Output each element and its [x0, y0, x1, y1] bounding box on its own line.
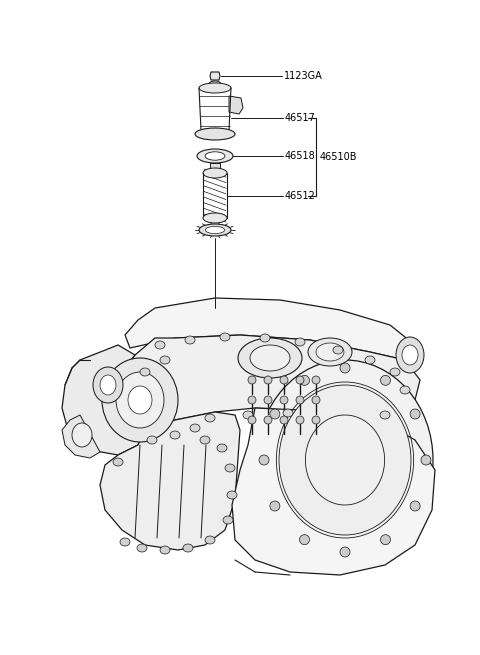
Ellipse shape	[380, 411, 390, 419]
Ellipse shape	[410, 501, 420, 511]
Ellipse shape	[147, 436, 157, 444]
Ellipse shape	[300, 534, 310, 545]
Polygon shape	[62, 345, 145, 455]
Ellipse shape	[305, 415, 384, 505]
Ellipse shape	[160, 356, 170, 364]
Ellipse shape	[238, 338, 302, 378]
Ellipse shape	[190, 424, 200, 432]
Ellipse shape	[203, 213, 227, 223]
Ellipse shape	[312, 416, 320, 424]
Ellipse shape	[160, 546, 170, 554]
Ellipse shape	[280, 416, 288, 424]
Ellipse shape	[270, 409, 280, 419]
Ellipse shape	[270, 501, 280, 511]
Ellipse shape	[296, 376, 304, 384]
Ellipse shape	[402, 345, 418, 365]
Ellipse shape	[220, 333, 230, 341]
Ellipse shape	[381, 375, 391, 385]
Ellipse shape	[223, 516, 233, 524]
Text: 46518: 46518	[285, 151, 316, 161]
Ellipse shape	[264, 376, 272, 384]
Ellipse shape	[340, 547, 350, 557]
Ellipse shape	[248, 416, 256, 424]
Ellipse shape	[283, 409, 293, 417]
Ellipse shape	[248, 396, 256, 404]
Ellipse shape	[296, 396, 304, 404]
Polygon shape	[210, 72, 220, 80]
Ellipse shape	[264, 416, 272, 424]
Ellipse shape	[120, 538, 130, 546]
Ellipse shape	[197, 149, 233, 163]
Ellipse shape	[390, 368, 400, 376]
Text: 46512: 46512	[285, 191, 316, 201]
Ellipse shape	[279, 385, 411, 535]
Ellipse shape	[170, 431, 180, 439]
Ellipse shape	[243, 411, 253, 419]
Ellipse shape	[280, 396, 288, 404]
Ellipse shape	[155, 341, 165, 349]
Ellipse shape	[205, 536, 215, 544]
Ellipse shape	[280, 376, 288, 384]
Ellipse shape	[199, 224, 231, 236]
Polygon shape	[229, 96, 243, 114]
Bar	[210, 163, 220, 173]
Ellipse shape	[205, 227, 225, 234]
Polygon shape	[110, 335, 420, 430]
Polygon shape	[100, 412, 240, 550]
Polygon shape	[125, 298, 415, 360]
Text: 46510B: 46510B	[320, 152, 358, 162]
Ellipse shape	[296, 416, 304, 424]
Ellipse shape	[260, 334, 270, 342]
Text: 1123GA: 1123GA	[284, 71, 323, 81]
Ellipse shape	[381, 534, 391, 545]
Ellipse shape	[365, 356, 375, 364]
Ellipse shape	[400, 386, 410, 394]
Ellipse shape	[200, 436, 210, 444]
Ellipse shape	[93, 367, 123, 403]
Ellipse shape	[396, 337, 424, 373]
Ellipse shape	[227, 491, 237, 499]
Ellipse shape	[248, 376, 256, 384]
Ellipse shape	[183, 544, 193, 552]
Ellipse shape	[203, 168, 227, 178]
Text: 46517: 46517	[285, 113, 316, 123]
Ellipse shape	[264, 396, 272, 404]
Ellipse shape	[312, 396, 320, 404]
Ellipse shape	[410, 409, 420, 419]
Ellipse shape	[259, 455, 269, 465]
Polygon shape	[232, 408, 435, 575]
Ellipse shape	[300, 375, 310, 385]
Ellipse shape	[340, 363, 350, 373]
Ellipse shape	[205, 414, 215, 422]
Ellipse shape	[113, 458, 123, 466]
Ellipse shape	[308, 338, 352, 366]
Ellipse shape	[295, 338, 305, 346]
Ellipse shape	[257, 360, 433, 560]
Ellipse shape	[205, 152, 225, 160]
Ellipse shape	[137, 544, 147, 552]
Ellipse shape	[116, 372, 164, 428]
Ellipse shape	[333, 346, 343, 354]
Ellipse shape	[312, 376, 320, 384]
Ellipse shape	[185, 336, 195, 344]
Ellipse shape	[128, 386, 152, 414]
Ellipse shape	[225, 464, 235, 472]
Ellipse shape	[250, 345, 290, 371]
Ellipse shape	[100, 375, 116, 395]
Ellipse shape	[316, 343, 344, 361]
Ellipse shape	[140, 368, 150, 376]
Ellipse shape	[102, 358, 178, 442]
Ellipse shape	[421, 455, 431, 465]
Ellipse shape	[209, 81, 221, 87]
Polygon shape	[62, 415, 100, 458]
Ellipse shape	[195, 128, 235, 140]
Ellipse shape	[199, 83, 231, 93]
Ellipse shape	[217, 444, 227, 452]
Ellipse shape	[72, 423, 92, 447]
